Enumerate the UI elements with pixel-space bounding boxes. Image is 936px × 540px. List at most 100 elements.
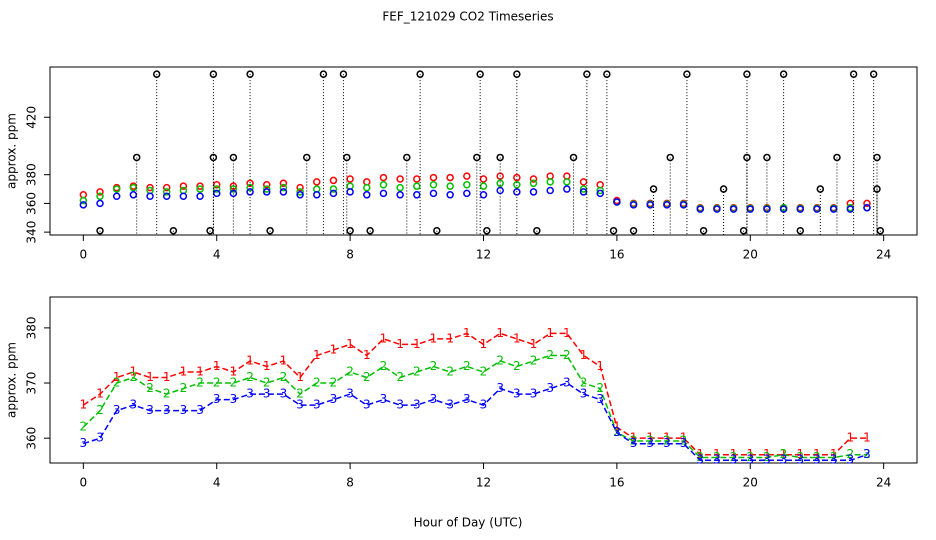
point-label: 3 bbox=[680, 436, 688, 450]
point-label: 1 bbox=[696, 447, 704, 461]
point-label: 3 bbox=[80, 436, 88, 450]
point bbox=[433, 226, 441, 235]
point bbox=[196, 192, 204, 200]
point-label: 1 bbox=[230, 365, 238, 379]
point-label: 2 bbox=[213, 376, 221, 390]
point bbox=[663, 201, 671, 209]
point-label: 1 bbox=[630, 431, 638, 445]
plot-frame bbox=[49, 296, 918, 464]
point bbox=[816, 185, 825, 193]
point-label: 3 bbox=[230, 392, 238, 406]
point bbox=[869, 70, 878, 78]
point-label: 3 bbox=[580, 387, 588, 401]
point bbox=[303, 153, 311, 162]
point bbox=[529, 175, 538, 183]
point bbox=[649, 185, 658, 193]
x-tick-label: 16 bbox=[609, 476, 624, 490]
point bbox=[79, 196, 88, 205]
point-label: 1 bbox=[363, 348, 371, 362]
point bbox=[666, 153, 674, 162]
point-label: 3 bbox=[463, 392, 471, 406]
point-label: 1 bbox=[646, 431, 654, 445]
point bbox=[179, 182, 188, 190]
point-label: 2 bbox=[380, 359, 388, 373]
point-label: 3 bbox=[563, 376, 571, 390]
point bbox=[446, 191, 454, 199]
point bbox=[246, 70, 254, 78]
chart-title: FEF_121029 CO2 Timeseries bbox=[382, 10, 553, 24]
point bbox=[363, 183, 371, 192]
x-tick-label: 0 bbox=[80, 476, 88, 490]
point bbox=[863, 203, 871, 212]
x-tick-label: 4 bbox=[213, 476, 221, 490]
point bbox=[96, 199, 104, 208]
point bbox=[346, 188, 354, 196]
point bbox=[229, 189, 238, 198]
point bbox=[379, 189, 388, 198]
point bbox=[313, 178, 321, 186]
point bbox=[229, 185, 238, 193]
point bbox=[446, 182, 454, 190]
point bbox=[263, 180, 271, 189]
point-label: 3 bbox=[496, 381, 504, 395]
point bbox=[363, 191, 371, 199]
point-label: 3 bbox=[346, 387, 354, 401]
point bbox=[569, 153, 578, 162]
point bbox=[263, 185, 271, 193]
point bbox=[729, 205, 738, 213]
point bbox=[209, 70, 218, 78]
point-label: 1 bbox=[563, 326, 571, 340]
point bbox=[513, 70, 521, 78]
point-label: 3 bbox=[146, 403, 154, 417]
point bbox=[396, 191, 404, 199]
point-label: 1 bbox=[580, 348, 588, 362]
point bbox=[146, 192, 154, 200]
point-label: 3 bbox=[796, 453, 804, 467]
point bbox=[796, 226, 805, 235]
point-label: 3 bbox=[730, 453, 738, 467]
point bbox=[343, 153, 351, 162]
x-axis-label: Hour of Day (UTC) bbox=[414, 516, 523, 530]
point bbox=[96, 226, 104, 235]
x-tick-label: 16 bbox=[609, 248, 624, 262]
series-line bbox=[83, 382, 868, 461]
point bbox=[546, 186, 554, 195]
point-label: 2 bbox=[496, 353, 504, 367]
point bbox=[719, 185, 728, 193]
point-label: 2 bbox=[663, 433, 671, 447]
point-label: 2 bbox=[96, 403, 104, 417]
x-tick-label: 0 bbox=[80, 248, 88, 262]
point bbox=[346, 175, 354, 183]
point bbox=[483, 226, 491, 235]
x-tick-label: 20 bbox=[743, 248, 758, 262]
point bbox=[162, 192, 171, 200]
point bbox=[129, 191, 138, 199]
point-label: 2 bbox=[813, 450, 821, 464]
point-label: 2 bbox=[480, 365, 488, 379]
point-label: 3 bbox=[163, 403, 171, 417]
point-label: 3 bbox=[663, 436, 671, 450]
y-axis-label: approx. ppm bbox=[5, 342, 19, 418]
y-tick-label: 420 bbox=[25, 106, 39, 129]
point bbox=[212, 189, 221, 198]
point-label: 2 bbox=[130, 370, 138, 384]
point-label: 1 bbox=[263, 359, 271, 373]
point-label: 2 bbox=[780, 447, 788, 461]
point-label: 3 bbox=[96, 431, 104, 445]
point-label: 1 bbox=[280, 353, 288, 367]
point bbox=[229, 153, 238, 162]
point-label: 3 bbox=[530, 387, 538, 401]
point-label: 2 bbox=[146, 381, 154, 395]
y-tick-label: 360 bbox=[25, 192, 39, 215]
point-label: 2 bbox=[680, 433, 688, 447]
point-label: 2 bbox=[80, 420, 88, 434]
point bbox=[713, 205, 721, 213]
point-label: 3 bbox=[246, 387, 254, 401]
point bbox=[696, 205, 704, 213]
point-label: 1 bbox=[763, 447, 771, 461]
point bbox=[196, 182, 204, 190]
point bbox=[366, 226, 374, 235]
point-label: 3 bbox=[113, 403, 121, 417]
point-label: 3 bbox=[696, 453, 704, 467]
